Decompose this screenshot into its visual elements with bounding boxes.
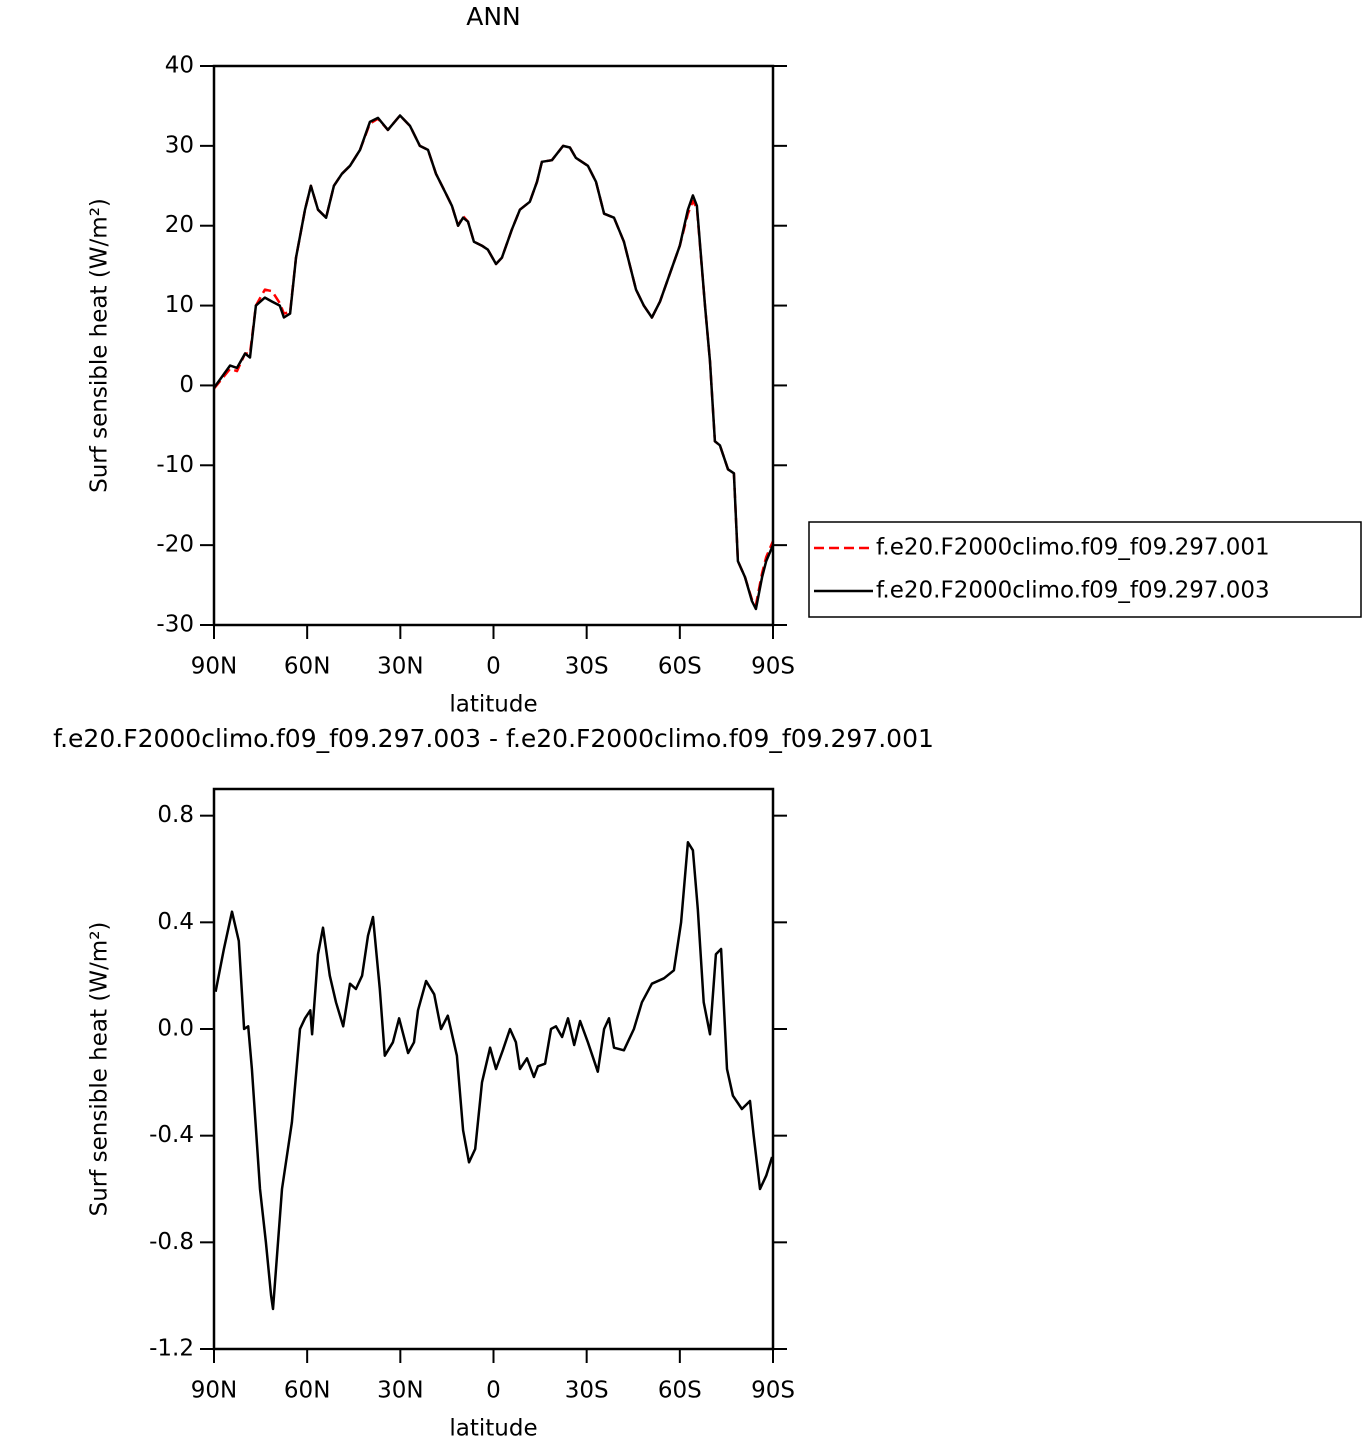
series-line: [214, 841, 774, 1311]
chart-title: ANN: [466, 2, 521, 31]
y-tick-label: 0.4: [157, 909, 194, 935]
x-tick-label: 30N: [377, 1378, 423, 1404]
x-tick-label: 60N: [284, 654, 330, 680]
y-tick-label: -0.8: [149, 1229, 194, 1255]
plot-frame: [212, 787, 775, 1351]
x-tick-label: 60S: [658, 1378, 702, 1404]
x-tick-label: 60N: [284, 1378, 330, 1404]
x-tick-label: 90S: [751, 654, 795, 680]
y-tick-label: 0.0: [157, 1016, 194, 1042]
x-axis-label: latitude: [449, 1416, 537, 1442]
y-tick-label: 10: [165, 292, 194, 318]
y-tick-label: 0: [179, 372, 194, 398]
x-tick-label: 90S: [751, 1378, 795, 1404]
y-axis-label: Surf sensible heat (W/m²): [87, 922, 113, 1217]
y-axis-label: Surf sensible heat (W/m²): [87, 198, 113, 493]
chart-title: f.e20.F2000climo.f09_f09.297.003 - f.e20…: [53, 724, 934, 753]
y-tick-label: 20: [165, 212, 194, 238]
series-line: [213, 114, 775, 607]
x-tick-label: 90N: [191, 1378, 237, 1404]
x-axis-label: latitude: [449, 692, 537, 718]
legend-label: f.e20.F2000climo.f09_f09.297.003: [876, 578, 1270, 604]
x-tick-label: 30S: [565, 1378, 609, 1404]
y-tick-label: -30: [156, 612, 194, 638]
series-line: [212, 114, 775, 611]
legend-label: f.e20.F2000climo.f09_f09.297.001: [876, 535, 1270, 561]
y-tick-label: 30: [165, 132, 194, 158]
x-tick-label: 30S: [565, 654, 609, 680]
x-tick-label: 0: [486, 654, 501, 680]
y-tick-label: -0.4: [149, 1122, 194, 1148]
y-tick-label: 40: [165, 53, 194, 79]
x-tick-label: 30N: [377, 654, 423, 680]
y-tick-label: -20: [156, 532, 194, 558]
y-tick-label: -1.2: [149, 1336, 194, 1362]
plot-frame: [212, 64, 775, 627]
y-tick-label: -10: [156, 452, 194, 478]
x-tick-label: 60S: [658, 654, 702, 680]
x-tick-label: 90N: [191, 654, 237, 680]
y-tick-label: 0.8: [157, 802, 194, 828]
legend-box: [808, 521, 1362, 618]
x-tick-label: 0: [486, 1378, 501, 1404]
